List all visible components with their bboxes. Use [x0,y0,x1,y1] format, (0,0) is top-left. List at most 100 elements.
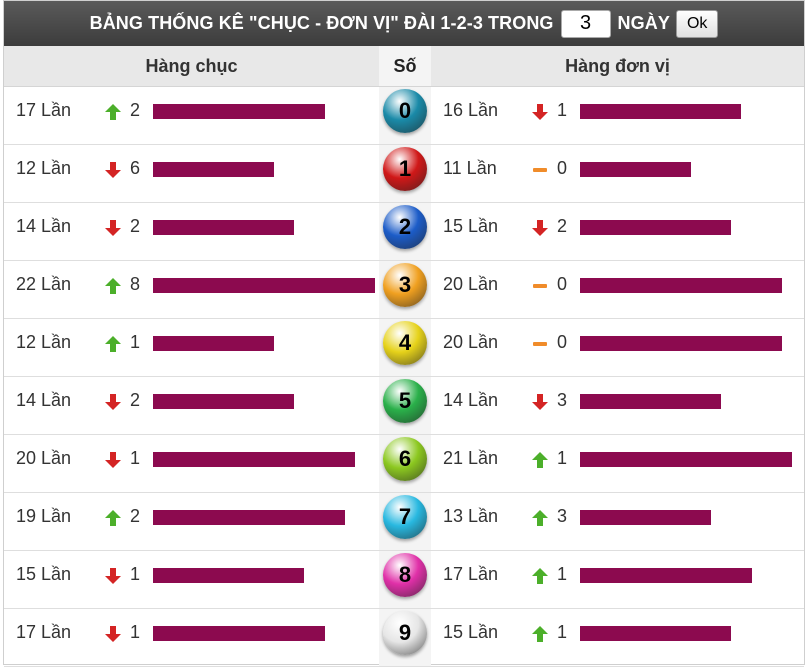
chuc-delta: 6 [130,158,141,178]
dv-dash-icon [531,277,549,295]
dv-delta: 3 [557,506,568,526]
chuc-arrow-down-icon [104,219,122,237]
dv-count: 13 Lần [443,506,499,526]
chuc-bar [153,394,294,409]
dv-count: 15 Lần [443,216,499,236]
chuc-arrow-up-icon [104,509,122,527]
chuc-count: 20 Lần [16,448,72,468]
chuc-count: 19 Lần [16,506,72,526]
chuc-delta: 2 [130,100,141,120]
table-row: 17 Lần 1 9 15 Lần 1 [4,609,804,667]
dv-dash-icon [531,161,549,179]
chuc-delta: 2 [130,216,141,236]
dv-count: 14 Lần [443,390,499,410]
digit-ball: 7 [383,495,427,539]
chuc-bar [153,162,274,177]
dv-arrow-up-icon [531,451,549,469]
table-row: 12 Lần 1 4 20 Lần 0 [4,319,804,377]
title-bar: BẢNG THỐNG KÊ "CHỤC - ĐƠN VỊ" ĐÀI 1-2-3 … [4,1,804,46]
digit-cell: 5 [379,377,431,434]
chuc-count: 12 Lần [16,332,72,352]
chuc-bar [153,510,345,525]
table-row: 15 Lần 1 8 17 Lần 1 [4,551,804,609]
dv-arrow-up-icon [531,567,549,585]
digit-cell: 1 [379,145,431,202]
chuc-arrow-down-icon [104,161,122,179]
dv-count: 21 Lần [443,448,499,468]
chuc-count: 17 Lần [16,622,72,642]
digit-ball: 3 [383,263,427,307]
dv-delta: 1 [557,564,568,584]
ok-button[interactable]: Ok [675,9,719,38]
table-row: 14 Lần 2 5 14 Lần 3 [4,377,804,435]
stats-table: BẢNG THỐNG KÊ "CHỤC - ĐƠN VỊ" ĐÀI 1-2-3 … [3,0,805,667]
dv-arrow-down-icon [531,393,549,411]
digit-ball: 8 [383,553,427,597]
dv-count: 16 Lần [443,100,499,120]
table-row: 20 Lần 1 6 21 Lần 1 [4,435,804,493]
header-hang-don-vi: Hàng đơn vị [565,56,670,76]
column-headers: Hàng chục Số Hàng đơn vị [4,46,804,87]
title-prefix: BẢNG THỐNG KÊ "CHỤC - ĐƠN VỊ" ĐÀI 1-2-3 … [89,13,554,33]
chuc-count: 14 Lần [16,390,72,410]
digit-ball: 0 [383,89,427,133]
header-so: Số [379,46,431,86]
dv-delta: 3 [557,390,568,410]
dv-arrow-down-icon [531,103,549,121]
dv-bar [580,162,691,177]
days-input[interactable] [560,9,611,38]
chuc-delta: 1 [130,332,141,352]
digit-ball: 4 [383,321,427,365]
dv-arrow-down-icon [531,219,549,237]
dv-delta: 1 [557,448,568,468]
digit-cell: 7 [379,493,431,550]
dv-bar [580,626,731,641]
dv-count: 17 Lần [443,564,499,584]
title-suffix: NGÀY [617,13,670,33]
dv-arrow-up-icon [531,509,549,527]
dv-bar [580,568,752,583]
chuc-delta: 1 [130,448,141,468]
digit-ball: 2 [383,205,427,249]
digit-ball: 9 [383,611,427,655]
dv-count: 15 Lần [443,622,499,642]
chuc-bar [153,220,294,235]
chuc-bar [153,104,325,119]
dv-bar [580,452,792,467]
chuc-arrow-up-icon [104,103,122,121]
table-body: 17 Lần 2 0 16 Lần 1 12 Lần 6 1 11 Lần 0 14 Lần 2 2 15… [4,87,804,667]
dv-arrow-up-icon [531,625,549,643]
chuc-arrow-up-icon [104,277,122,295]
digit-cell: 3 [379,261,431,318]
digit-cell: 0 [379,87,431,144]
dv-delta: 1 [557,100,568,120]
digit-ball: 6 [383,437,427,481]
dv-delta: 1 [557,622,568,642]
chuc-count: 14 Lần [16,216,72,236]
chuc-arrow-down-icon [104,451,122,469]
dv-count: 20 Lần [443,274,499,294]
chuc-count: 17 Lần [16,100,72,120]
dv-delta: 2 [557,216,568,236]
table-row: 17 Lần 2 0 16 Lần 1 [4,87,804,145]
chuc-bar [153,336,274,351]
chuc-delta: 2 [130,506,141,526]
dv-delta: 0 [557,158,568,178]
digit-cell: 6 [379,435,431,492]
dv-bar [580,278,782,293]
digit-ball: 1 [383,147,427,191]
chuc-bar [153,452,355,467]
chuc-bar [153,278,375,293]
chuc-count: 15 Lần [16,564,72,584]
dv-delta: 0 [557,274,568,294]
table-row: 19 Lần 2 7 13 Lần 3 [4,493,804,551]
dv-count: 20 Lần [443,332,499,352]
chuc-delta: 8 [130,274,141,294]
dv-bar [580,336,782,351]
chuc-delta: 1 [130,622,141,642]
chuc-bar [153,568,304,583]
chuc-arrow-down-icon [104,567,122,585]
digit-cell: 9 [379,609,431,666]
chuc-arrow-down-icon [104,625,122,643]
chuc-count: 22 Lần [16,274,72,294]
